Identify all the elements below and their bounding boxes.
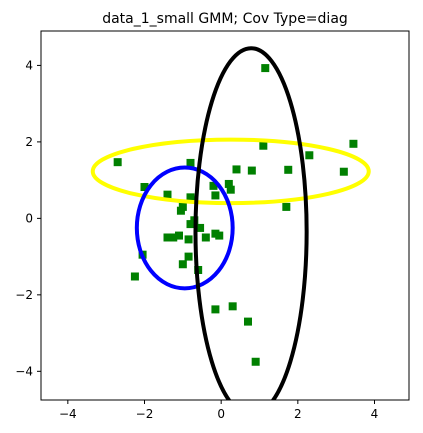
tick-layer: −4 −2 0 2 4 −4 −2 0 2 4 <box>15 58 378 421</box>
data-point <box>349 139 358 148</box>
ellipse-layer <box>90 46 371 400</box>
data-point <box>251 357 260 366</box>
data-point <box>339 167 348 176</box>
x-tick-label: 2 <box>294 407 302 421</box>
gmm-ellipse-2 <box>193 46 309 400</box>
data-point <box>163 233 172 242</box>
data-point <box>113 158 122 167</box>
data-point <box>211 191 220 200</box>
plot-frame <box>40 30 410 401</box>
data-point <box>261 64 270 73</box>
points-layer <box>113 64 358 366</box>
data-point <box>244 317 252 326</box>
data-point <box>186 158 195 167</box>
data-point <box>163 190 172 199</box>
data-point <box>226 185 235 194</box>
data-point <box>209 181 218 190</box>
data-point <box>211 305 220 314</box>
data-point <box>178 260 187 269</box>
y-tick-label: 0 <box>25 211 33 225</box>
data-point <box>186 193 195 202</box>
data-point <box>215 231 224 240</box>
data-point <box>224 179 233 188</box>
data-point <box>130 272 139 281</box>
data-point <box>175 231 183 240</box>
data-point <box>247 166 256 175</box>
x-tick-label: −2 <box>136 407 154 421</box>
chart-title: data_1_small GMM; Cov Type=diag <box>102 11 348 27</box>
data-point <box>140 183 149 192</box>
y-tick-label: −2 <box>15 288 33 302</box>
data-point <box>169 233 178 242</box>
data-point <box>186 220 195 229</box>
data-point <box>259 141 268 150</box>
x-tick-label: −4 <box>59 407 77 421</box>
data-point <box>201 233 210 242</box>
gmm-ellipse-1 <box>134 165 235 291</box>
data-point <box>228 302 237 311</box>
data-point <box>284 165 293 174</box>
data-point <box>305 151 314 160</box>
y-tick-label: 4 <box>25 58 33 72</box>
data-point <box>232 165 241 174</box>
x-tick-label: 4 <box>371 407 379 421</box>
x-tick-label: 0 <box>217 407 225 421</box>
y-tick-label: −4 <box>15 364 33 378</box>
data-point <box>184 235 193 244</box>
data-point <box>282 202 291 211</box>
y-tick-label: 2 <box>25 135 33 149</box>
gmm-ellipse-0 <box>90 137 371 206</box>
data-point <box>184 252 193 261</box>
data-point <box>176 206 185 215</box>
data-point <box>196 223 205 232</box>
